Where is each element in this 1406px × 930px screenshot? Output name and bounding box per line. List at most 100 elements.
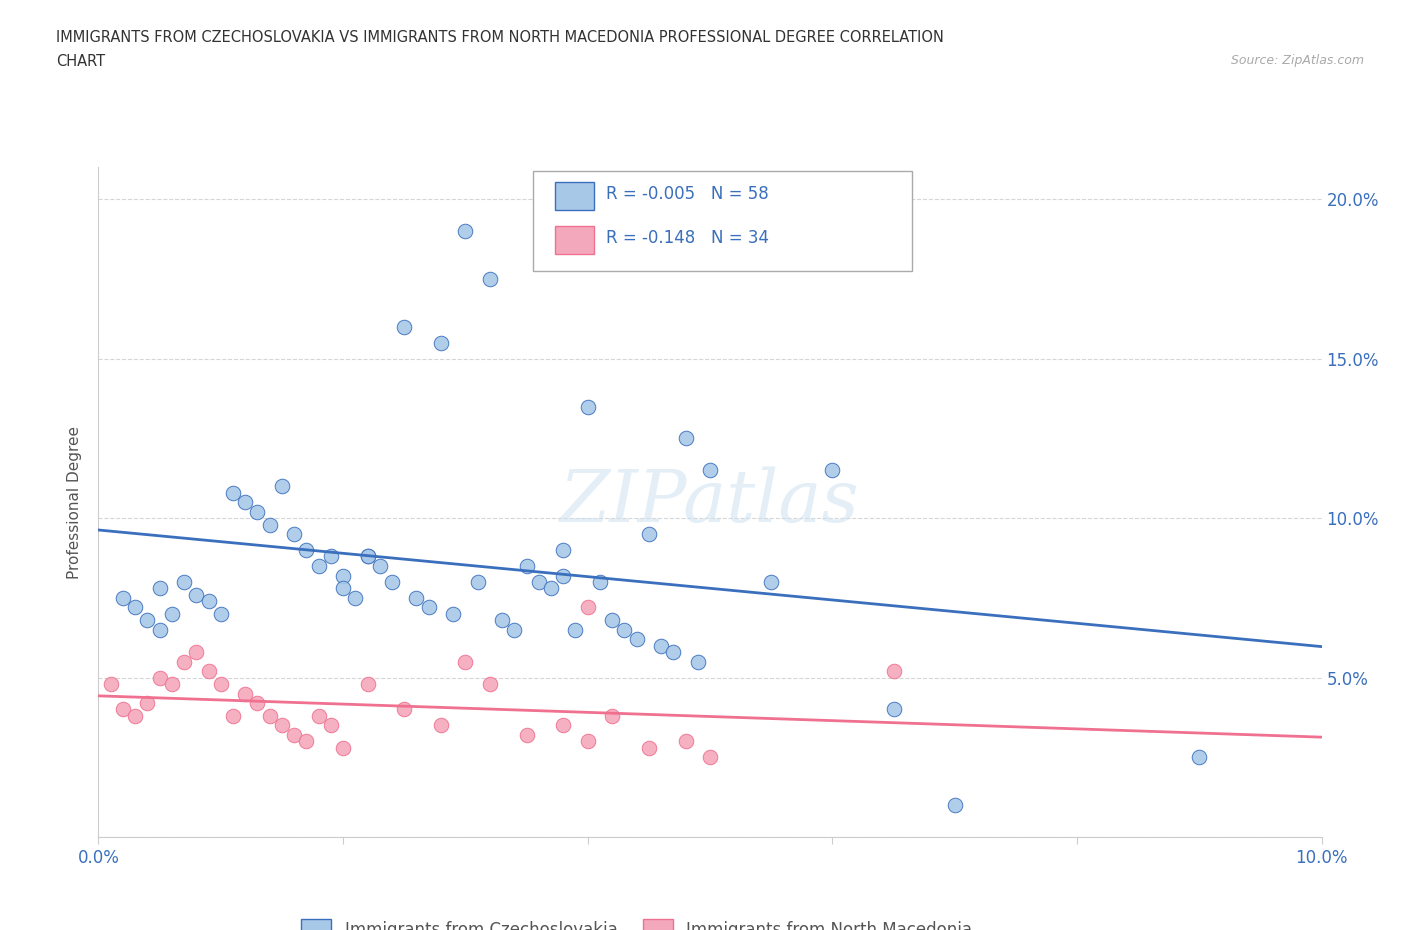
Point	[308, 559, 330, 574]
Text: ZIPatlas: ZIPatlas	[560, 467, 860, 538]
Point	[160, 676, 183, 691]
Text: Source: ZipAtlas.com: Source: ZipAtlas.com	[1230, 54, 1364, 67]
Point	[637, 526, 661, 541]
Point	[197, 593, 219, 608]
Point	[478, 676, 501, 691]
Point	[392, 702, 416, 717]
Point	[503, 622, 526, 637]
Point	[160, 606, 183, 621]
Point	[173, 654, 195, 669]
Point	[600, 613, 623, 628]
Point	[576, 734, 599, 749]
Point	[356, 549, 378, 564]
Point	[209, 606, 232, 621]
Point	[527, 575, 550, 590]
Point	[381, 575, 404, 590]
Text: IMMIGRANTS FROM CZECHOSLOVAKIA VS IMMIGRANTS FROM NORTH MACEDONIA PROFESSIONAL D: IMMIGRANTS FROM CZECHOSLOVAKIA VS IMMIGR…	[56, 30, 943, 45]
Point	[111, 702, 134, 717]
Point	[637, 740, 661, 755]
Point	[233, 686, 256, 701]
Point	[418, 600, 440, 615]
Point	[883, 702, 905, 717]
Point	[368, 559, 391, 574]
Point	[136, 613, 159, 628]
Legend: Immigrants from Czechoslovakia, Immigrants from North Macedonia: Immigrants from Czechoslovakia, Immigran…	[295, 912, 979, 930]
Point	[124, 709, 146, 724]
Point	[553, 542, 575, 557]
FancyBboxPatch shape	[555, 226, 593, 255]
Point	[576, 600, 599, 615]
Point	[270, 718, 292, 733]
Point	[454, 654, 477, 669]
Point	[759, 575, 782, 590]
Point	[686, 654, 709, 669]
Point	[1188, 750, 1211, 764]
Point	[600, 709, 623, 724]
Point	[553, 718, 575, 733]
Point	[246, 504, 269, 519]
FancyBboxPatch shape	[533, 171, 912, 272]
Point	[430, 718, 453, 733]
Point	[197, 664, 219, 679]
Point	[222, 709, 245, 724]
Text: R = -0.005   N = 58: R = -0.005 N = 58	[606, 185, 769, 203]
Point	[149, 622, 172, 637]
Point	[344, 591, 367, 605]
Point	[124, 600, 146, 615]
Point	[186, 644, 208, 659]
FancyBboxPatch shape	[555, 182, 593, 210]
Point	[111, 591, 134, 605]
Point	[209, 676, 232, 691]
Point	[699, 463, 721, 478]
Point	[516, 727, 538, 742]
Point	[430, 336, 453, 351]
Point	[332, 568, 354, 583]
Point	[222, 485, 245, 500]
Point	[270, 479, 292, 494]
Point	[613, 622, 636, 637]
Point	[332, 581, 354, 596]
Point	[308, 709, 330, 724]
Point	[576, 399, 599, 414]
Point	[699, 750, 721, 764]
Text: R = -0.148   N = 34: R = -0.148 N = 34	[606, 230, 769, 247]
Point	[650, 638, 672, 653]
Point	[356, 676, 378, 691]
Point	[233, 495, 256, 510]
Point	[332, 740, 354, 755]
Point	[136, 696, 159, 711]
Text: CHART: CHART	[56, 54, 105, 69]
Point	[589, 575, 612, 590]
Point	[149, 581, 172, 596]
Point	[295, 542, 318, 557]
Point	[186, 587, 208, 602]
Point	[441, 606, 464, 621]
Point	[540, 581, 562, 596]
Point	[626, 631, 648, 646]
Y-axis label: Professional Degree: Professional Degree	[67, 426, 83, 578]
Point	[564, 622, 586, 637]
Point	[283, 526, 305, 541]
Point	[319, 718, 342, 733]
Point	[516, 559, 538, 574]
Point	[392, 319, 416, 334]
Point	[675, 734, 697, 749]
Point	[491, 613, 513, 628]
Point	[675, 431, 697, 445]
Point	[467, 575, 489, 590]
Point	[246, 696, 269, 711]
Point	[454, 224, 477, 239]
Point	[356, 549, 378, 564]
Point	[883, 664, 905, 679]
Point	[283, 727, 305, 742]
Point	[478, 272, 501, 286]
Point	[405, 591, 427, 605]
Point	[173, 575, 195, 590]
Point	[821, 463, 844, 478]
Point	[149, 671, 172, 685]
Point	[100, 676, 122, 691]
Point	[259, 709, 281, 724]
Point	[662, 644, 685, 659]
Point	[319, 549, 342, 564]
Point	[553, 568, 575, 583]
